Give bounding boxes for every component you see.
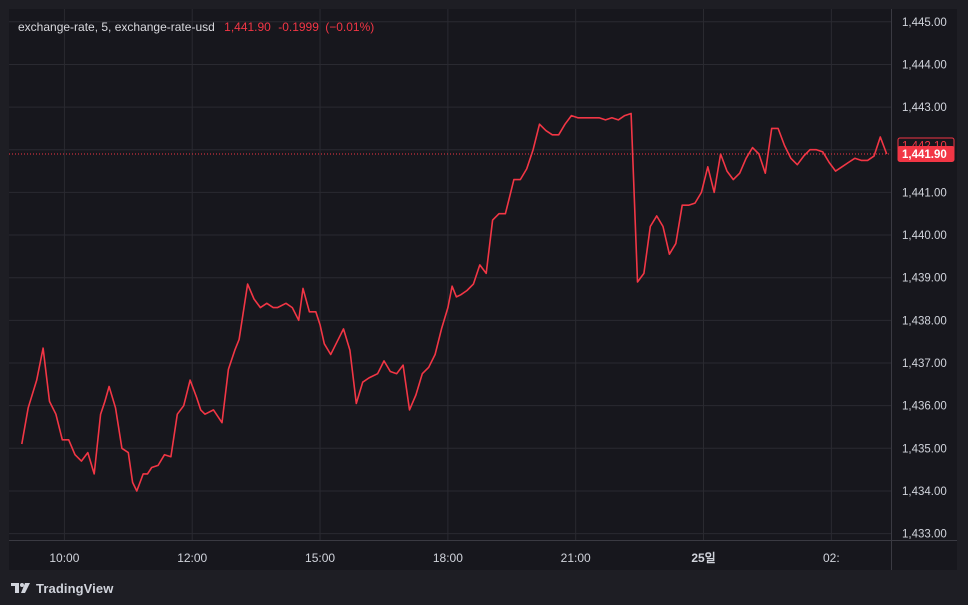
y-tick-label: 1,435.00: [902, 443, 947, 455]
x-tick-label: 25일: [691, 551, 715, 565]
legend-price: 1,441.90: [224, 20, 271, 34]
series-line: [21, 112, 888, 492]
chart-svg[interactable]: 1,445.001,444.001,443.001,442.001,441.00…: [9, 9, 957, 570]
last-price-badge: [897, 146, 955, 163]
legend-symbol: exchange-rate, 5, exchange-rate-usd: [18, 20, 215, 34]
x-tick-label: 10:00: [49, 551, 79, 565]
legend-change: -0.1999: [278, 20, 319, 34]
x-tick-label: 12:00: [177, 551, 207, 565]
last-price-label: 1,441.90: [902, 149, 947, 161]
price-labels: 1,442.101,441.90: [897, 137, 955, 163]
price-axis[interactable]: 1,445.001,444.001,443.001,442.001,441.00…: [891, 9, 947, 570]
legend: exchange-rate, 5, exchange-rate-usd 1,44…: [18, 20, 374, 34]
y-tick-label: 1,436.00: [902, 401, 947, 413]
y-tick-label: 1,437.00: [902, 358, 947, 370]
x-tick-label: 18:00: [433, 551, 463, 565]
y-tick-label: 1,440.00: [902, 230, 947, 242]
series-layer: [9, 112, 891, 492]
y-tick-label: 1,439.00: [902, 273, 947, 285]
x-tick-label: 02:: [823, 551, 840, 565]
time-axis[interactable]: 10:00 12:00 15:00 18:00 21:00 25일 02:: [9, 540, 957, 566]
y-tick-label: 1,445.00: [902, 17, 947, 29]
x-tick-label: 15:00: [305, 551, 335, 565]
grid: [9, 21, 891, 535]
tradingview-logo-icon: [11, 583, 30, 593]
y-tick-label: 1,443.00: [902, 102, 947, 114]
y-tick-label: 1,438.00: [902, 315, 947, 327]
tradingview-label: TradingView: [36, 580, 114, 596]
x-grid: [63, 9, 832, 540]
chart-frame[interactable]: 1,445.001,444.001,443.001,442.001,441.00…: [9, 9, 957, 570]
x-tick-label: 21:00: [561, 551, 591, 565]
footer-branding[interactable]: TradingView: [10, 578, 113, 598]
y-tick-label: 1,433.00: [902, 529, 947, 541]
y-tick-label: 1,444.00: [902, 59, 947, 71]
y-tick-label: 1,434.00: [902, 486, 947, 498]
legend-change-pct: (−0.01%): [325, 20, 375, 34]
y-tick-label: 1,441.00: [902, 187, 947, 199]
